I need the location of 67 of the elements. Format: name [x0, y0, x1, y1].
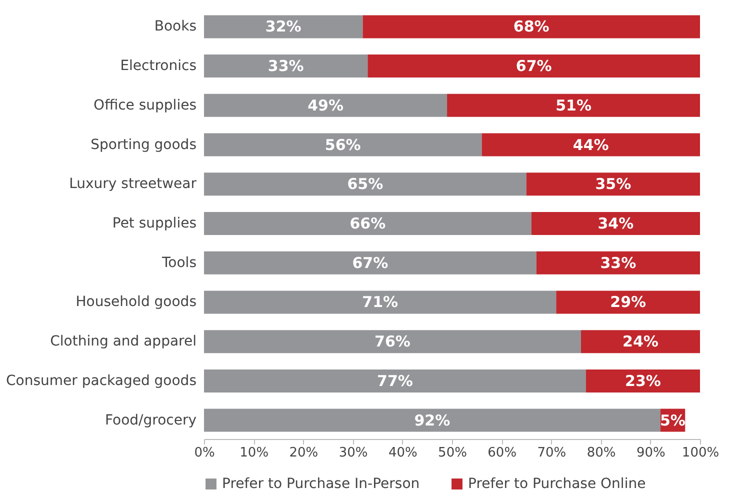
- bar: [447, 94, 700, 117]
- y-tick-label: Consumer packaged goods: [6, 372, 196, 389]
- data-label: 44%: [572, 136, 609, 154]
- bar: [526, 172, 700, 196]
- x-tick-label: 90%: [636, 446, 666, 460]
- x-tick-label: 20%: [289, 446, 318, 460]
- x-tick-label: 10%: [240, 446, 269, 460]
- bar: [204, 172, 526, 196]
- x-tick-label: 80%: [586, 446, 616, 460]
- y-tick-label: Food/grocery: [104, 412, 196, 428]
- data-label: 34%: [598, 214, 634, 232]
- data-label: 92%: [414, 411, 450, 430]
- x-tick-label: 40%: [388, 446, 418, 460]
- data-label: 35%: [595, 175, 632, 194]
- bar: [556, 290, 700, 314]
- x-tick-label: 70%: [537, 446, 566, 460]
- y-tick-label: Pet supplies: [112, 216, 196, 232]
- y-tick-label: Household goods: [76, 294, 196, 310]
- bar: [204, 251, 536, 274]
- y-tick-label: Luxury streetwear: [69, 176, 197, 192]
- bar: [204, 212, 532, 235]
- data-label: 67%: [516, 57, 552, 76]
- bar: [531, 212, 700, 235]
- bar: [580, 330, 700, 354]
- x-tick-label: 50%: [438, 446, 467, 460]
- bar: [204, 94, 448, 117]
- y-tick-label: Clothing and apparel: [50, 334, 196, 350]
- bar: [586, 369, 700, 392]
- data-label: 65%: [347, 175, 384, 194]
- y-tick-label: Office supplies: [94, 97, 196, 114]
- data-label: 29%: [610, 293, 646, 312]
- bar: [204, 54, 368, 78]
- legend-label: Prefer to Purchase In-Person: [222, 476, 420, 492]
- y-tick-label: Sporting goods: [90, 136, 196, 153]
- bar: [204, 15, 363, 38]
- x-tick-label: 60%: [488, 446, 517, 460]
- y-tick-label: Books: [154, 18, 196, 35]
- data-label: 67%: [352, 254, 388, 272]
- data-label: 33%: [268, 57, 304, 76]
- x-tick-label: 100%: [682, 446, 720, 460]
- data-label: 77%: [377, 372, 413, 390]
- bar: [362, 15, 700, 38]
- y-tick-label: Electronics: [120, 58, 196, 74]
- data-label: 76%: [374, 332, 410, 351]
- data-label: 56%: [324, 136, 361, 154]
- bar: [204, 290, 556, 314]
- data-label: 66%: [350, 214, 386, 232]
- data-label: 5%: [660, 411, 686, 430]
- data-label: 71%: [362, 293, 398, 312]
- data-label: 32%: [265, 18, 302, 36]
- y-tick-label: Tools: [161, 254, 196, 271]
- data-label: 33%: [600, 254, 636, 272]
- data-label: 51%: [556, 96, 592, 114]
- bar: [204, 369, 586, 392]
- x-tick-label: 0%: [194, 446, 215, 460]
- bar: [204, 330, 581, 354]
- data-label: 49%: [308, 96, 344, 114]
- legend-label: Prefer to Purchase Online: [468, 476, 646, 492]
- bar: [204, 133, 482, 156]
- bar: [482, 133, 700, 156]
- data-label: 68%: [513, 18, 550, 36]
- data-label: 24%: [622, 332, 658, 351]
- x-tick-label: 30%: [338, 446, 368, 460]
- bar: [536, 251, 700, 274]
- bar: [204, 408, 660, 432]
- bar: [368, 54, 700, 78]
- data-label: 23%: [625, 372, 661, 390]
